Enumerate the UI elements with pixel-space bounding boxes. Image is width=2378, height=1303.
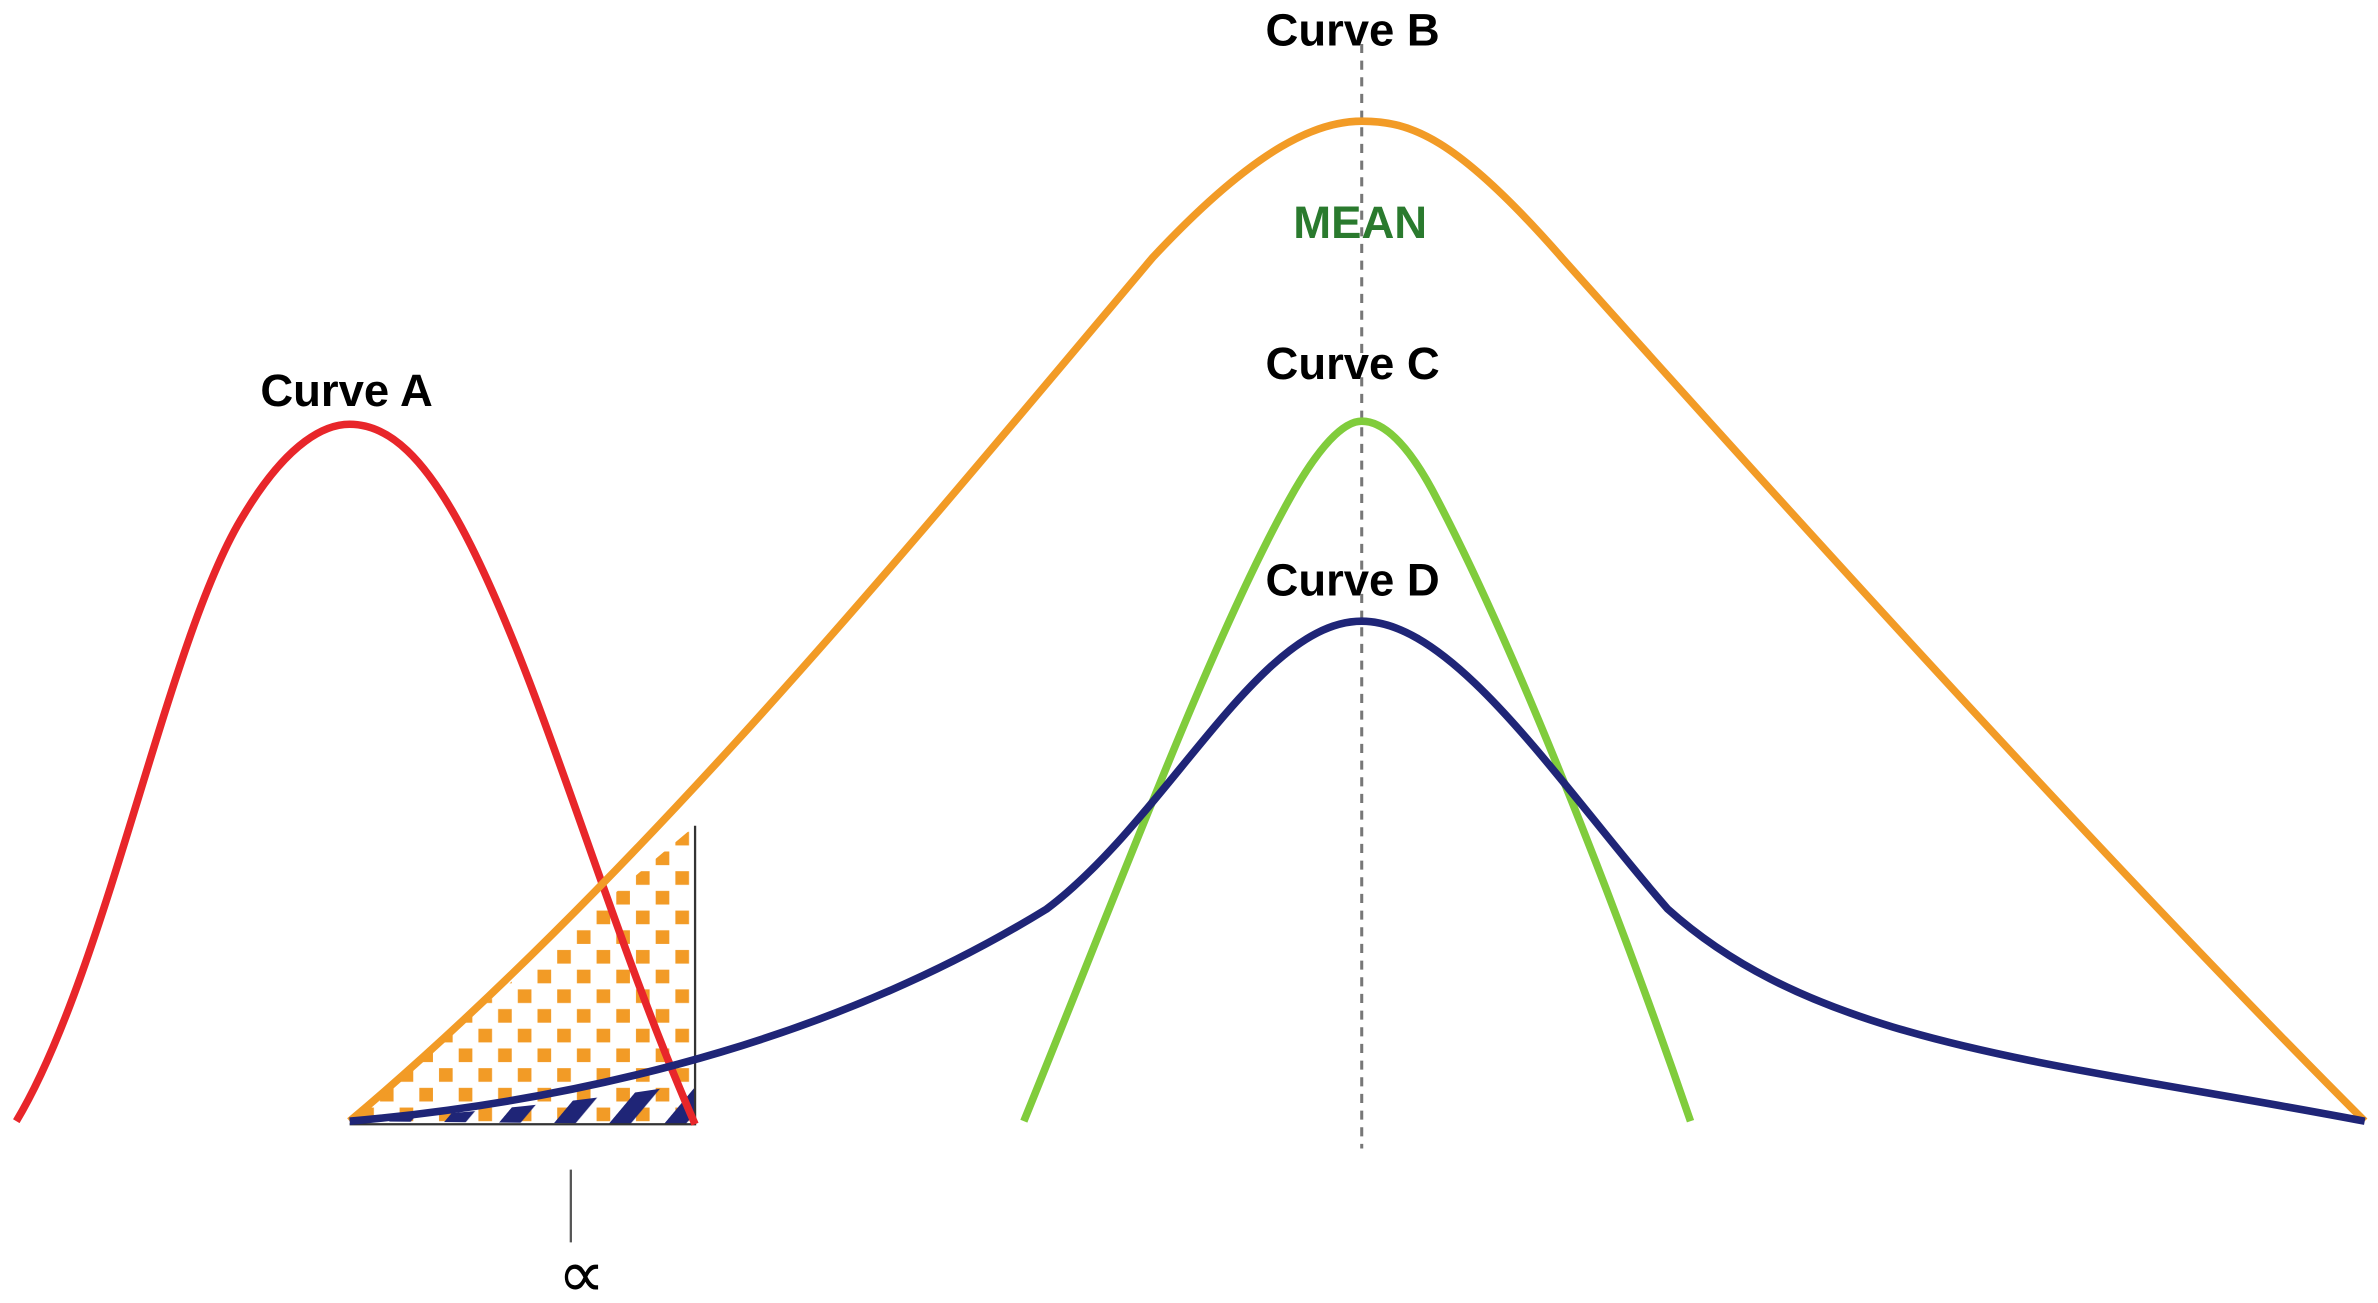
mean-label: MEAN — [1293, 197, 1427, 248]
curve-a-label: Curve A — [260, 365, 433, 416]
curve-d — [349, 617, 2366, 1125]
curve-b-label: Curve B — [1266, 4, 1440, 55]
curve-a — [13, 420, 699, 1126]
alpha-label: ∝ — [558, 1235, 606, 1303]
alpha-region-curve-d — [349, 1083, 696, 1125]
curve-c — [1020, 417, 1695, 1123]
curve-d-label: Curve D — [1266, 554, 1440, 605]
curve-b — [347, 117, 2368, 1125]
curve-c-label: Curve C — [1266, 338, 1440, 389]
